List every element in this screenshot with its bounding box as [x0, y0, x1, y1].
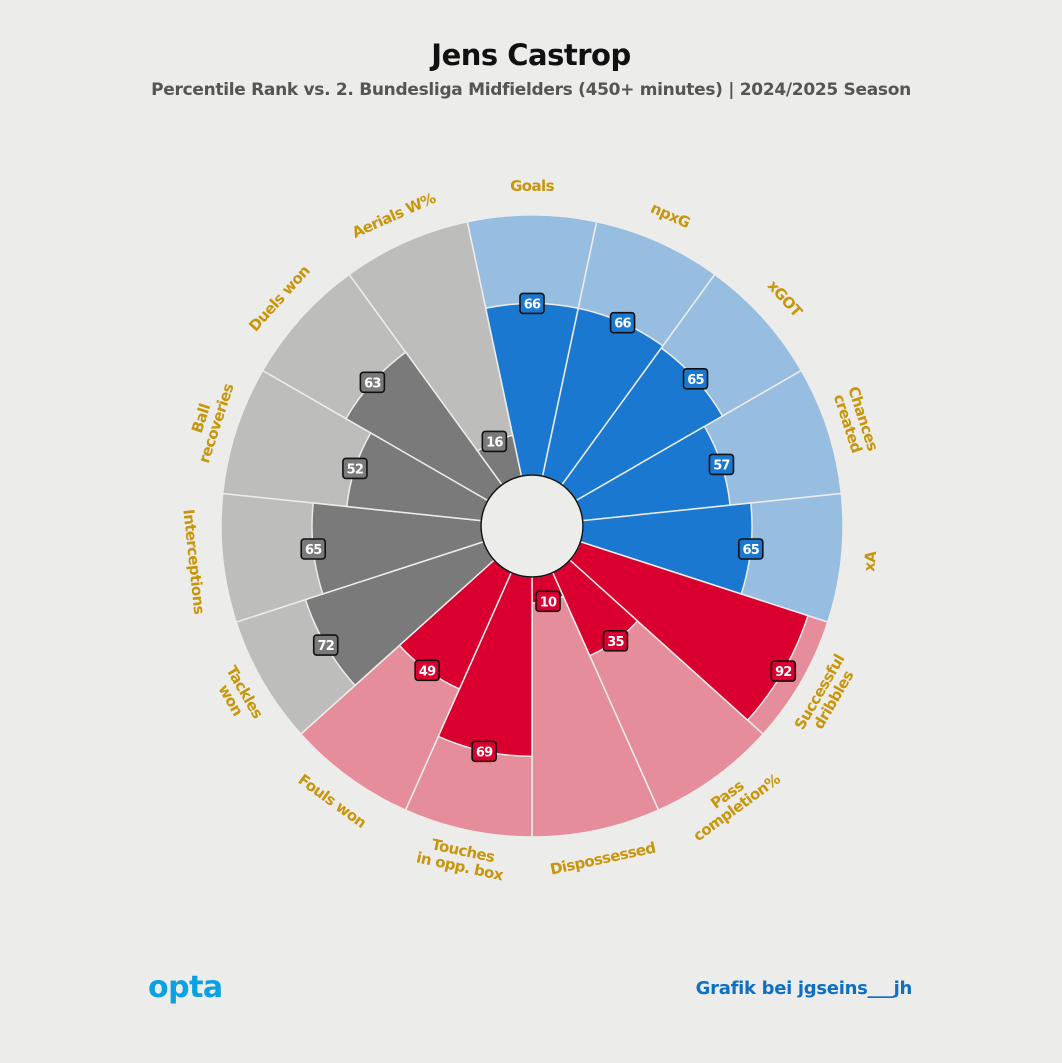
- badge-xgot: 65: [682, 367, 709, 390]
- value-label-dispossessed: 10: [540, 595, 557, 610]
- value-label-npxg: 66: [614, 317, 631, 332]
- badge-pass-completion: 35: [602, 630, 629, 652]
- value-label-xgot: 65: [687, 373, 704, 388]
- badge-xa: 65: [737, 538, 764, 560]
- category-label-touches-in-opp-box: Touchesin opp. box: [415, 833, 509, 885]
- category-label-xa: xA: [860, 550, 880, 573]
- value-label-duels-won: 63: [364, 376, 381, 391]
- value-label-xa: 65: [743, 543, 760, 558]
- badge-tackles-won: 72: [312, 634, 339, 656]
- badge-interceptions: 65: [300, 538, 327, 560]
- category-label-dispossessed: Dispossessed: [548, 839, 657, 879]
- badge-duels-won: 63: [359, 371, 386, 394]
- value-label-fouls-won: 49: [419, 664, 436, 679]
- badge-dispossessed: 10: [535, 590, 561, 613]
- badge-ball-recoveries: 52: [342, 457, 368, 480]
- badge-touches-in-opp-box: 69: [471, 740, 497, 763]
- value-label-tackles-won: 72: [317, 639, 334, 654]
- value-label-touches-in-opp-box: 69: [476, 745, 493, 760]
- value-label-pass-completion: 35: [607, 635, 624, 650]
- value-slices: [304, 302, 809, 758]
- opta-logo: opta: [148, 970, 223, 1005]
- value-label-successful-dribbles: 92: [775, 665, 792, 680]
- value-label-chances-created: 57: [713, 458, 730, 473]
- badge-successful-dribbles: 92: [770, 660, 797, 682]
- value-label-interceptions: 65: [305, 543, 322, 558]
- center-circle: [480, 474, 584, 578]
- credit-text: Grafik bei jgseins___jh: [695, 978, 913, 999]
- category-label-npxg: npxG: [648, 199, 693, 232]
- badge-goals: 66: [519, 292, 545, 315]
- value-badges: 66 66 65 57 65 92 35 10 69 49 72 65 52 63 16: [300, 292, 797, 763]
- chart-title: Jens Castrop: [431, 38, 631, 72]
- value-label-ball-recoveries: 52: [347, 462, 364, 477]
- category-label-goals: Goals: [510, 177, 554, 195]
- badge-aerials-w: 16: [481, 430, 508, 453]
- category-label-interceptions: Interceptions: [179, 508, 208, 615]
- category-label-xgot: xGOT: [764, 277, 807, 322]
- category-label-chances-created: Chancescreated: [829, 384, 882, 458]
- badge-fouls-won: 49: [414, 659, 440, 682]
- category-label-ball-recoveries: Ballrecoveries: [180, 376, 238, 465]
- value-label-goals: 66: [524, 297, 541, 312]
- value-label-aerials-w: 16: [486, 435, 503, 450]
- chart-subtitle: Percentile Rank vs. 2. Bundesliga Midfie…: [151, 80, 911, 100]
- badge-npxg: 66: [609, 311, 636, 334]
- badge-chances-created: 57: [708, 453, 735, 476]
